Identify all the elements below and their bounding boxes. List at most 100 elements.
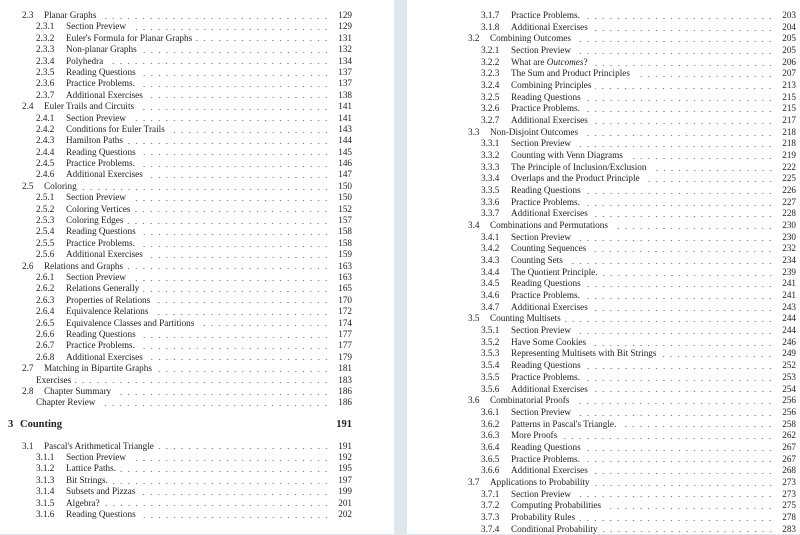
toc-entry[interactable]: 2.5.2 Coloring Vertices 152 [0, 204, 352, 215]
toc-entry[interactable]: 3.6.4 Reading Questions 267 [407, 442, 796, 454]
toc-entry[interactable]: 2.6.1 Section Preview 163 [0, 272, 352, 283]
toc-entry[interactable]: 2.5.4 Reading Questions 158 [0, 226, 352, 237]
toc-entry[interactable]: 3.7.2 Computing Probabilities 275 [407, 500, 796, 512]
toc-entry[interactable]: 3.2.3 The Sum and Product Principles 207 [407, 68, 796, 80]
entry-title: Non-planar Graphs [66, 44, 137, 55]
toc-entry[interactable]: 3.5.2 Have Some Cookies 246 [407, 337, 796, 349]
entry-number: 2.6.7 [36, 340, 55, 351]
toc-entry[interactable]: 3.3.3 The Principle of Inclusion/Exclusio… [407, 162, 796, 174]
toc-entry[interactable]: 3.2.7 Additional Exercises 217 [407, 115, 796, 127]
toc-entry[interactable]: 3.4.7 Additional Exercises 243 [407, 302, 796, 314]
toc-entry[interactable]: 3.6.2 Patterns in Pascal's Triangle. 258 [407, 419, 796, 431]
toc-section[interactable]: 3.2 Combining Outcomes 205 [407, 33, 796, 45]
toc-entry[interactable]: 2.3.7 Additional Exercises 138 [0, 90, 352, 101]
toc-entry[interactable]: 2.6.4 Equivalence Relations 172 [0, 306, 352, 317]
toc-entry[interactable]: Exercises 183 [0, 375, 352, 386]
toc-entry[interactable]: 3.2.2 What are Outcomes? 206 [407, 57, 796, 69]
toc-entry[interactable]: 3.4.2 Counting Sequences 232 [407, 243, 796, 255]
toc-entry[interactable]: 3.4.4 The Quotient Principle. 239 [407, 267, 796, 279]
toc-entry[interactable]: 3.1.4 Subsets and Pizzas 199 [0, 486, 352, 497]
toc-entry[interactable]: 3.7.3 Probability Rules 278 [407, 512, 796, 524]
entry-title-text: Euler Trails and Circuits [44, 101, 135, 112]
toc-section[interactable]: 3.4 Combinations and Permutations 230 [407, 220, 796, 232]
toc-section[interactable]: 2.7 Matching in Bipartite Graphs 181 [0, 363, 352, 374]
toc-section[interactable]: 3.7 Applications to Probability 273 [407, 477, 796, 489]
toc-entry[interactable]: 2.5.3 Coloring Edges 157 [0, 215, 352, 226]
toc-entry[interactable]: 3.2.1 Section Preview 205 [407, 45, 796, 57]
toc-entry[interactable]: 3.7.1 Section Preview 273 [407, 489, 796, 501]
toc-entry[interactable]: 3.5.1 Section Preview 244 [407, 325, 796, 337]
toc-section[interactable]: 2.4 Euler Trails and Circuits 141 [0, 101, 352, 112]
toc-entry[interactable]: 3.2.5 Reading Questions 215 [407, 92, 796, 104]
page-number: 207 [782, 68, 796, 79]
toc-section[interactable]: 2.6 Relations and Graphs 163 [0, 261, 352, 272]
toc-entry[interactable]: 2.4.4 Reading Questions 145 [0, 147, 352, 158]
dot-leader [574, 490, 774, 499]
entry-title: Counting Sequences [511, 243, 586, 255]
toc-entry[interactable]: 2.6.8 Additional Exercises 179 [0, 352, 352, 363]
toc-entry[interactable]: 3.3.7 Additional Exercises 228 [407, 208, 796, 220]
toc-entry[interactable]: 2.3.3 Non-planar Graphs 132 [0, 44, 352, 55]
toc-entry[interactable]: 2.3.4 Polyhedra 134 [0, 56, 352, 67]
entry-number: 2.3.4 [36, 55, 55, 66]
toc-entry[interactable]: 3.4.5 Reading Questions 241 [407, 278, 796, 290]
toc-entry[interactable]: Chapter Review 186 [0, 397, 352, 408]
toc-entry[interactable]: 3.6.1 Section Preview 256 [407, 407, 796, 419]
toc-entry[interactable]: 3.5.4 Reading Questions 252 [407, 360, 796, 372]
toc-entry[interactable]: 3.3.1 Section Preview 218 [407, 138, 796, 150]
toc-entry[interactable]: 3.4.3 Counting Sets 234 [407, 255, 796, 267]
toc-entry[interactable]: 2.6.5 Equivalence Classes and Partitions 1… [0, 318, 352, 329]
dot-leader [157, 442, 330, 451]
toc-section[interactable]: 3.3 Non-Disjoint Outcomes 218 [407, 127, 796, 139]
toc-entry[interactable]: 3.3.2 Counting with Venn Diagrams 219 [407, 150, 796, 162]
toc-entry[interactable]: 2.4.1 Section Preview 141 [0, 113, 352, 124]
toc-entry[interactable]: 2.6.2 Relations Generally 165 [0, 283, 352, 294]
entry-title-text: Reading Questions [66, 146, 136, 157]
toc-entry[interactable]: 3.3.5 Reading Questions 226 [407, 185, 796, 197]
toc-entry[interactable]: 3.1.8 Additional Exercises 204 [407, 22, 796, 34]
toc-entry[interactable]: 3.2.6 Practice Problems. 215 [407, 103, 796, 115]
toc-entry[interactable]: 3.6.5 Practice Problems. 267 [407, 454, 796, 466]
toc-entry[interactable]: 2.4.6 Additional Exercises 147 [0, 169, 352, 180]
toc-entry[interactable]: 2.6.3 Properties of Relations 170 [0, 295, 352, 306]
toc-entry[interactable]: 3.6.3 More Proofs 262 [407, 430, 796, 442]
toc-entry[interactable]: 3.1.5 Algebra? 201 [0, 498, 352, 509]
toc-entry[interactable]: 2.3.2 Euler's Formula for Planar Graphs 13… [0, 33, 352, 44]
toc-section[interactable]: 3.1 Pascal's Arithmetical Triangle 191 [0, 441, 352, 452]
toc-section[interactable]: 2.3 Planar Graphs 129 [0, 10, 352, 21]
entry-number: 3.6 [468, 395, 480, 406]
toc-entry[interactable]: 3.1.6 Reading Questions 202 [0, 509, 352, 520]
toc-entry[interactable]: 2.3.1 Section Preview 129 [0, 21, 352, 32]
toc-entry[interactable]: 3.4.1 Section Preview 230 [407, 232, 796, 244]
toc-chapter[interactable]: 3 Counting 191 [0, 413, 352, 437]
toc-section[interactable]: 3.5 Counting Multisets 244 [407, 313, 796, 325]
toc-entry[interactable]: 3.1.1 Section Preview 192 [0, 452, 352, 463]
toc-entry[interactable]: 3.3.4 Overlaps and the Product Principle 2… [407, 173, 796, 185]
toc-entry[interactable]: 3.1.2 Lattice Paths. 195 [0, 463, 352, 474]
page-number: 283 [782, 523, 796, 534]
toc-entry[interactable]: 3.1.3 Bit Strings. 197 [0, 475, 352, 486]
toc-entry[interactable]: 3.6.6 Additional Exercises 268 [407, 465, 796, 477]
toc-entry[interactable]: 2.4.2 Conditions for Euler Trails 143 [0, 124, 352, 135]
toc-entry[interactable]: 2.3.5 Reading Questions 137 [0, 67, 352, 78]
toc-entry[interactable]: 2.5.5 Practice Problems. 158 [0, 238, 352, 249]
entry-title: The Principle of Inclusion/Exclusion [511, 162, 647, 174]
toc-entry[interactable]: 2.5.1 Section Preview 150 [0, 192, 352, 203]
toc-entry[interactable]: 3.7.4 Conditional Probability 283 [407, 524, 796, 535]
toc-entry[interactable]: 2.4.5 Practice Problems. 146 [0, 158, 352, 169]
toc-entry[interactable]: 2.6.6 Reading Questions 177 [0, 329, 352, 340]
toc-entry[interactable]: 3.1.7 Practice Problems. 203 [407, 10, 796, 22]
toc-entry[interactable]: 3.5.6 Additional Exercises 254 [407, 384, 796, 396]
toc-entry[interactable]: 2.3.6 Practice Problems. 137 [0, 78, 352, 89]
toc-entry[interactable]: 3.5.3 Representing Multisets with Bit Str… [407, 348, 796, 360]
toc-entry[interactable]: 3.2.4 Combining Principles 213 [407, 80, 796, 92]
toc-section[interactable]: 2.8 Chapter Summary 186 [0, 386, 352, 397]
toc-entry[interactable]: 2.4.3 Hamilton Paths 144 [0, 135, 352, 146]
toc-entry[interactable]: 2.5.6 Additional Exercises 159 [0, 249, 352, 260]
toc-section[interactable]: 3.6 Combinatorial Proofs 256 [407, 395, 796, 407]
toc-entry[interactable]: 2.6.7 Practice Problems. 177 [0, 340, 352, 351]
toc-entry[interactable]: 3.5.5 Practice Problems. 253 [407, 372, 796, 384]
toc-entry[interactable]: 3.4.6 Practice Problems. 241 [407, 290, 796, 302]
toc-entry[interactable]: 3.3.6 Practice Problems. 227 [407, 197, 796, 209]
toc-section[interactable]: 2.5 Coloring 150 [0, 181, 352, 192]
